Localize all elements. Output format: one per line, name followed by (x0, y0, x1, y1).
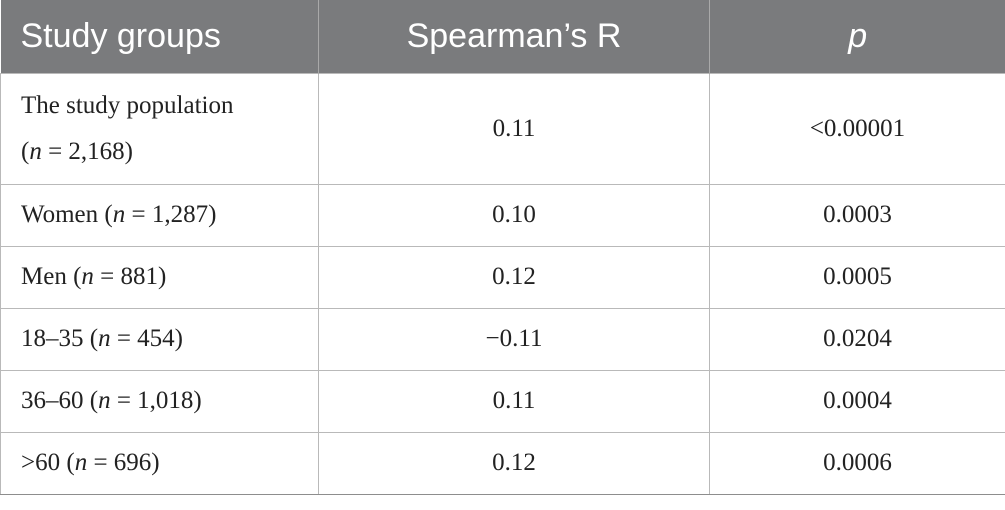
p-value-cell: 0.0003 (709, 183, 1005, 247)
group-label: The study population (21, 91, 234, 119)
table-row: Men (n = 881) 0.12 0.0005 (0, 245, 1005, 309)
p-value-cell: 0.0204 (709, 307, 1005, 371)
spearman-r-cell: 0.12 (318, 245, 710, 309)
header-study-groups: Study groups (0, 0, 319, 73)
p-value-cell: <0.00001 (709, 72, 1005, 185)
header-p: p (709, 0, 1005, 73)
table-row: 18–35 (n = 454) −0.11 0.0204 (0, 307, 1005, 371)
p-value-cell: 0.0006 (709, 431, 1005, 495)
group-cell: >60 (n = 696) (0, 431, 319, 495)
spearman-r-cell: 0.11 (318, 72, 710, 185)
table-row: The study population (n = 2,168) 0.11 <0… (0, 72, 1005, 185)
group-cell: The study population (n = 2,168) (0, 72, 319, 185)
p-value-cell: 0.0005 (709, 245, 1005, 309)
table-row: 36–60 (n = 1,018) 0.11 0.0004 (0, 369, 1005, 433)
header-spearman-r: Spearman’s R (318, 0, 710, 73)
correlation-table: Study groups Spearman’s R p The study po… (0, 0, 1005, 495)
group-cell: 36–60 (n = 1,018) (0, 369, 319, 433)
group-cell: Women (n = 1,287) (0, 183, 319, 247)
spearman-r-cell: 0.12 (318, 431, 710, 495)
table-header: Study groups Spearman’s R p (0, 0, 1005, 73)
spearman-r-cell: −0.11 (318, 307, 710, 371)
spearman-r-cell: 0.11 (318, 369, 710, 433)
group-n: (n = 2,168) (21, 137, 134, 165)
table-body: The study population (n = 2,168) 0.11 <0… (0, 72, 1005, 495)
spearman-r-cell: 0.10 (318, 183, 710, 247)
group-cell: 18–35 (n = 454) (0, 307, 319, 371)
table-row: Women (n = 1,287) 0.10 0.0003 (0, 183, 1005, 247)
group-cell: Men (n = 881) (0, 245, 319, 309)
table-row: >60 (n = 696) 0.12 0.0006 (0, 431, 1005, 495)
p-value-cell: 0.0004 (709, 369, 1005, 433)
header-row: Study groups Spearman’s R p (0, 0, 1005, 73)
